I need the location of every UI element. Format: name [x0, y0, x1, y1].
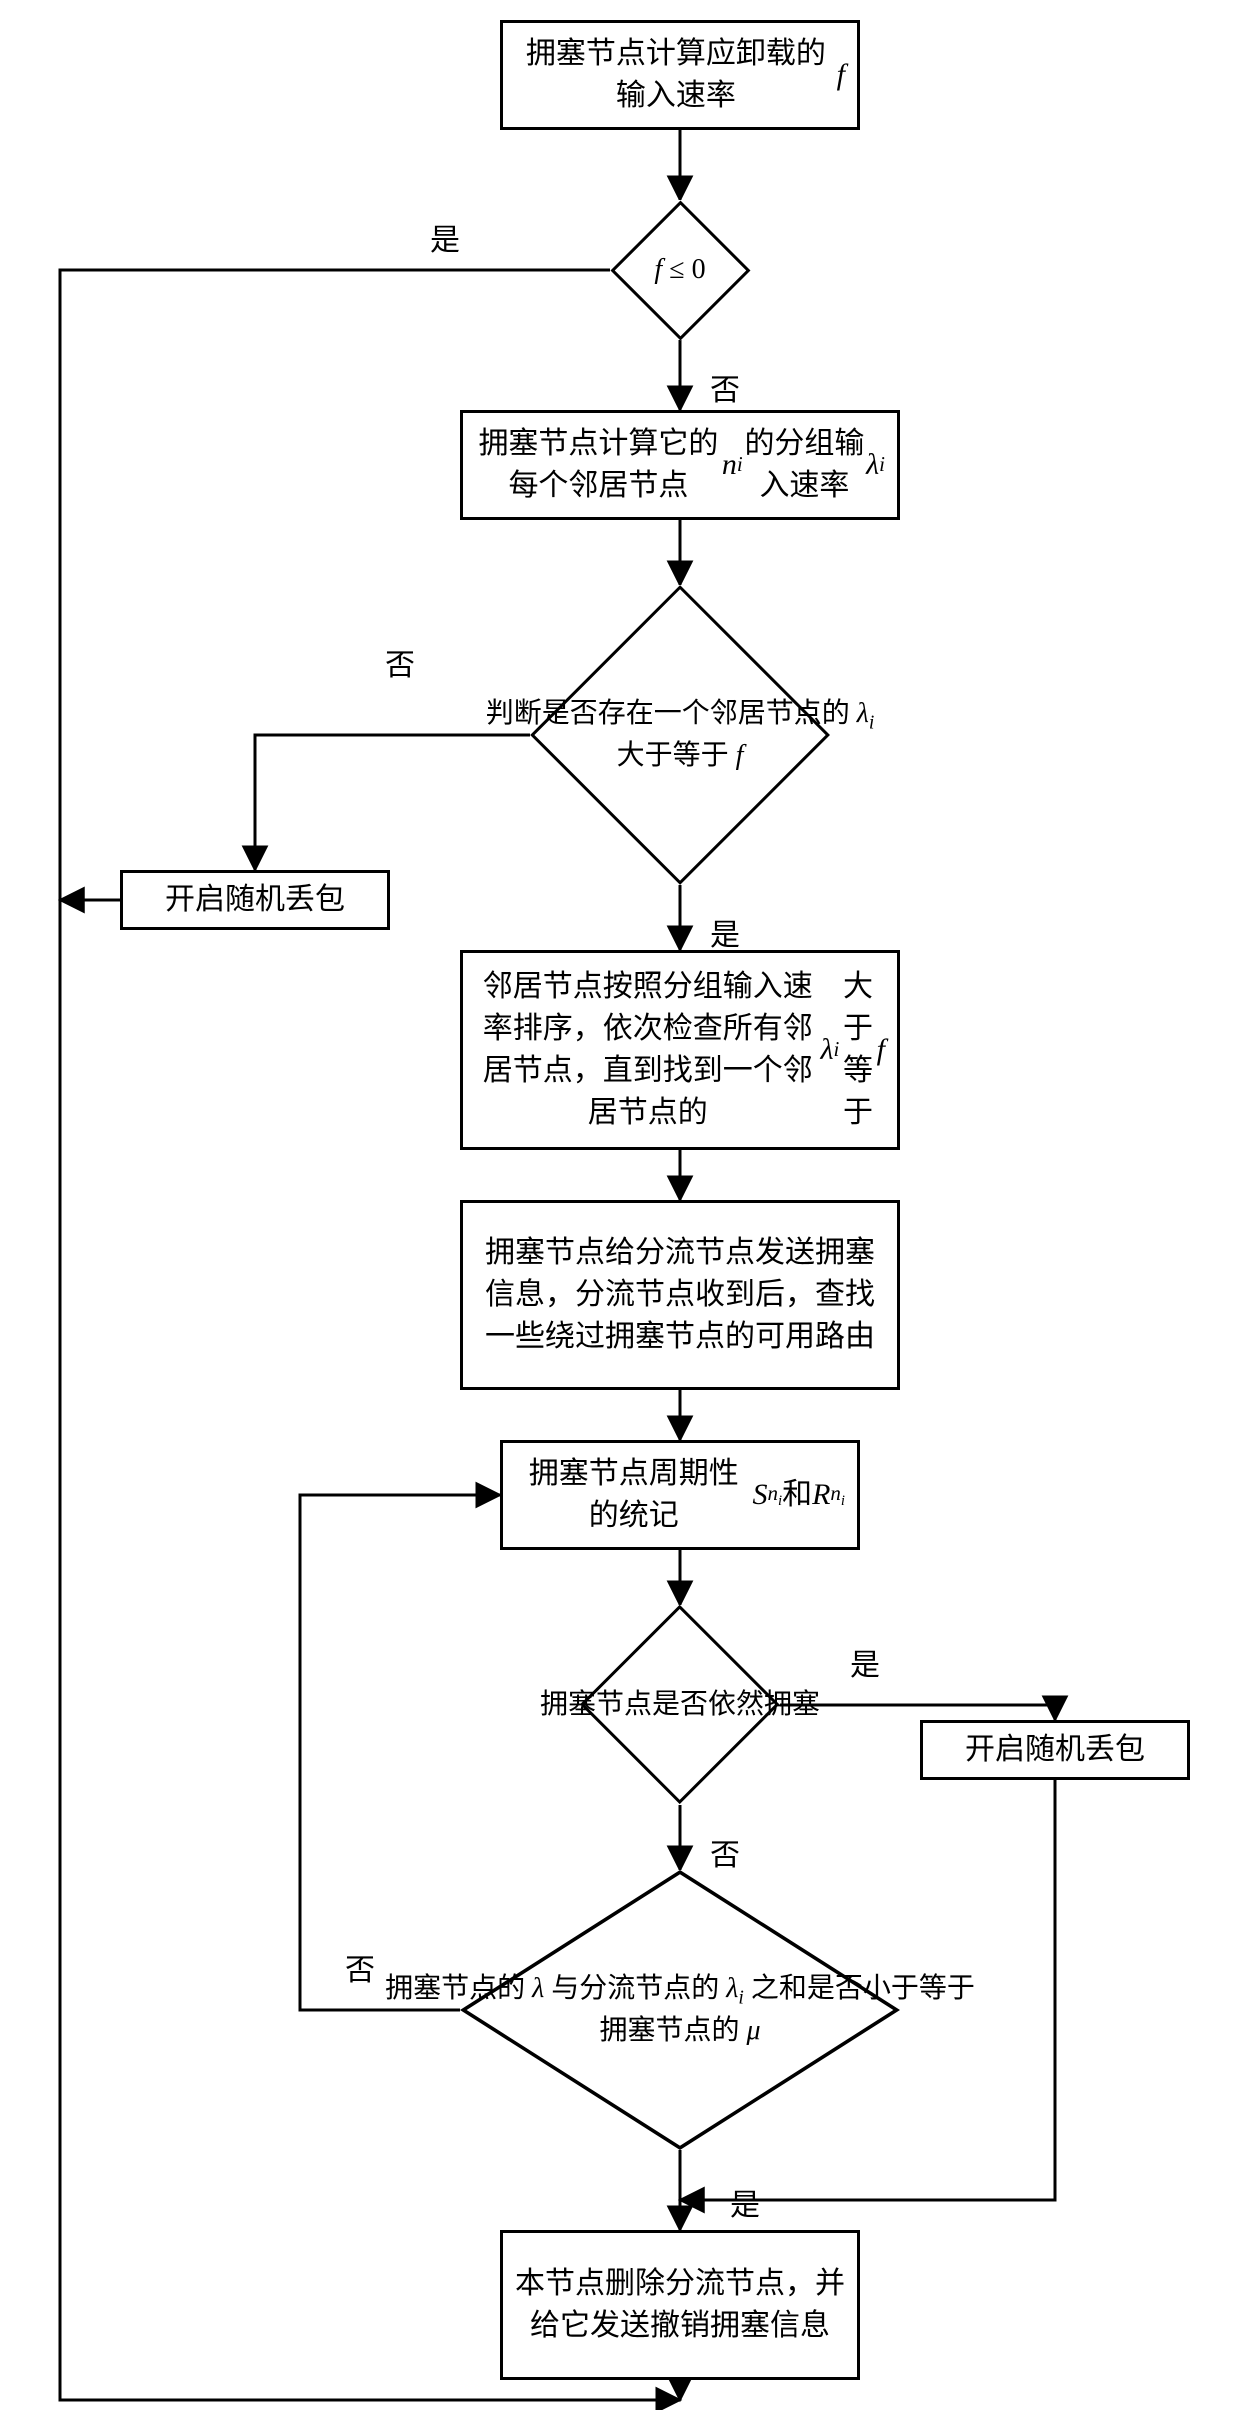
node-periodic-stats: 拥塞节点周期性的统记 Sni 和 Rni [500, 1440, 860, 1550]
node-random-drop-left: 开启随机丢包 [120, 870, 390, 930]
node-sort-neighbors: 邻居节点按照分组输入速率排序，依次检查所有邻居节点，直到找到一个邻居节点的 λi… [460, 950, 900, 1150]
edge-label-no-12: 否 [710, 1830, 740, 1874]
edge-label-no-2: 否 [710, 365, 740, 409]
node-delete-divert: 本节点删除分流节点，并给它发送撤销拥塞信息 [500, 2230, 860, 2380]
node-compute-offload-rate: 拥塞节点计算应卸载的输入速率 f [500, 20, 860, 130]
edge-label-yes-10: 是 [850, 1640, 880, 1684]
node-compute-neighbor-lambda: 拥塞节点计算它的每个邻居节点 ni 的分组输入速率 λi [460, 410, 900, 520]
node-random-drop-right: 开启随机丢包 [920, 1720, 1190, 1780]
decision-exists-lambda-ge-f: 判断是否存在一个邻居节点的 λi 大于等于 f [530, 585, 830, 885]
edge-label-yes-14: 是 [730, 2180, 760, 2224]
decision-f-le-0: f ≤ 0 [610, 200, 750, 340]
node-send-congestion-info: 拥塞节点给分流节点发送拥塞信息，分流节点收到后，查找一些绕过拥塞节点的可用路由 [460, 1200, 900, 1390]
decision-still-congested: 拥塞节点是否依然拥塞 [580, 1605, 780, 1805]
edge-label-yes-1: 是 [430, 215, 460, 259]
edge-label-no-4: 否 [385, 640, 415, 684]
edge-10 [780, 1705, 1055, 1720]
decision-lambda-sum-le-mu: 拥塞节点的 λ 与分流节点的 λi 之和是否小于等于拥塞节点的 μ [460, 1870, 900, 2150]
edge-label-no-13: 否 [345, 1945, 375, 1989]
edge-label-yes-6: 是 [710, 910, 740, 954]
